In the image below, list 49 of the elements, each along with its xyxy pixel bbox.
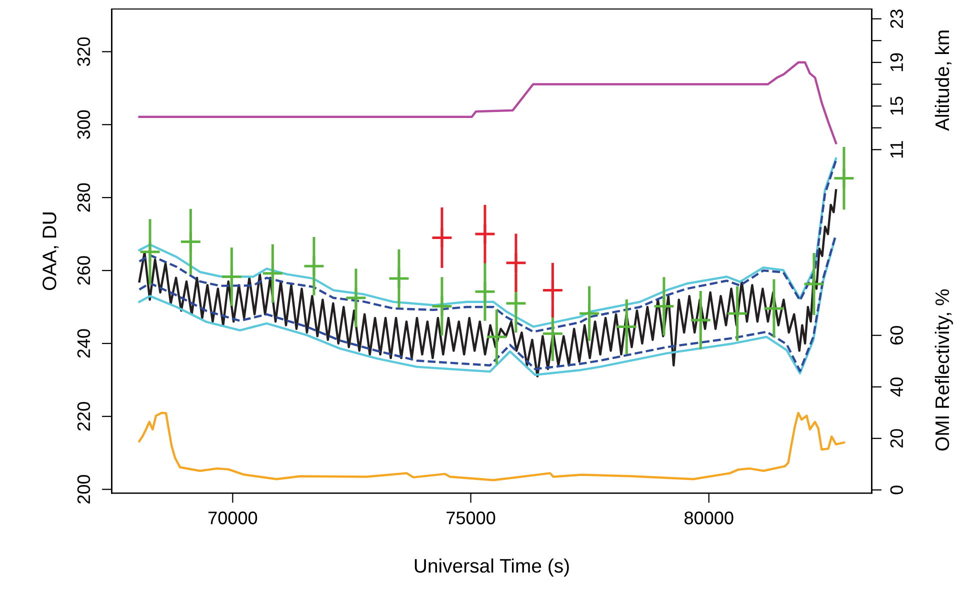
y3-tick-label: 40 [890, 378, 904, 397]
point [832, 167, 855, 190]
point [388, 268, 410, 290]
point [504, 292, 527, 314]
point [578, 302, 600, 325]
y-tick-label: 260 [77, 256, 90, 285]
point [726, 302, 748, 325]
y3-tick-label: 20 [890, 429, 904, 448]
y-tick-label: 280 [77, 183, 90, 212]
x-tick-label: 70000 [208, 512, 258, 524]
y-tick-label: 220 [77, 402, 90, 431]
point [180, 230, 202, 253]
point [504, 252, 527, 274]
point [430, 295, 453, 318]
line-series [138, 412, 846, 482]
y-tick-label: 300 [77, 110, 90, 139]
point [486, 326, 508, 348]
x-tick-label: 80000 [684, 512, 734, 524]
y-axis-title: OAA, DU [42, 212, 59, 290]
line-series [138, 61, 838, 144]
line-series [138, 189, 838, 378]
point [139, 240, 161, 263]
point [474, 280, 496, 303]
y2-tick-label: 11 [890, 141, 903, 158]
point [344, 286, 367, 309]
y-tick-label: 240 [77, 329, 90, 358]
y2-tick-label: 23 [890, 10, 904, 28]
point [262, 262, 284, 284]
point [690, 309, 712, 332]
point [474, 223, 496, 246]
point [802, 273, 825, 295]
y2-axis-title: Altitude, km [934, 30, 952, 131]
point [616, 316, 638, 338]
y3-axis-title: OMI Reflectivity, % [934, 289, 953, 451]
x-axis-title: Universal Time (s) [414, 558, 569, 577]
point [542, 279, 564, 302]
point [220, 266, 243, 288]
point [302, 255, 325, 278]
x-tick-label: 75000 [446, 512, 496, 524]
point [652, 295, 675, 318]
y2-tick-label: 15 [890, 96, 904, 115]
y3-tick-label: 0 [890, 486, 904, 494]
y-tick-label: 320 [77, 37, 90, 66]
y3-tick-label: 60 [890, 326, 904, 344]
point [762, 297, 785, 320]
point [430, 226, 453, 249]
point [542, 322, 564, 345]
y2-tick-label: 19 [890, 53, 904, 72]
y-tick-label: 200 [77, 475, 90, 504]
